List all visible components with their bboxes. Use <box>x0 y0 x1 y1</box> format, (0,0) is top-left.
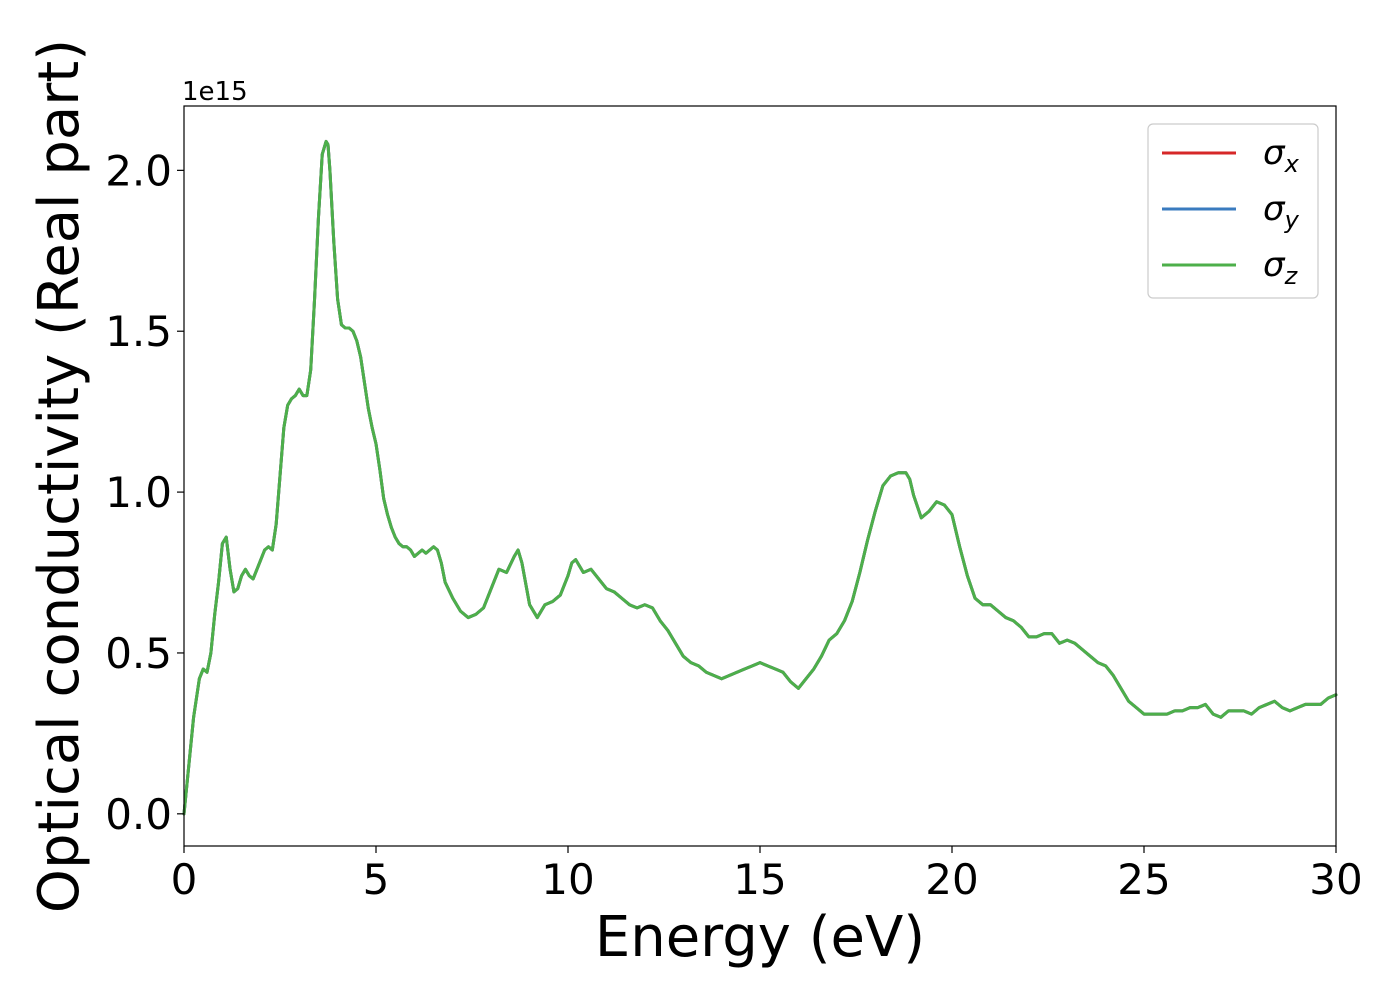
series-layer <box>182 139 1338 816</box>
x-tick-label: 15 <box>733 855 786 904</box>
legend: σx σy σz <box>1147 123 1319 299</box>
legend-label-1: σx <box>1263 133 1300 178</box>
y-tick-label: 2.0 <box>105 146 172 195</box>
legend-label-2: σy <box>1263 189 1300 234</box>
x-tick-label: 25 <box>1117 855 1170 904</box>
series-line-3 <box>182 139 1338 816</box>
x-axis-label: Energy (eV) <box>595 905 925 970</box>
x-tick-label: 0 <box>171 855 198 904</box>
legend-box <box>1147 123 1319 299</box>
y-tick-label: 1.5 <box>105 307 172 356</box>
x-tick-label: 20 <box>925 855 978 904</box>
x-axis-ticks: 0 5 10 15 20 25 30 <box>171 846 1363 904</box>
x-tick-label: 10 <box>541 855 594 904</box>
x-tick-label: 30 <box>1309 855 1362 904</box>
legend-label-3: σz <box>1263 245 1299 290</box>
y-offset-label: 1e15 <box>182 77 248 107</box>
y-tick-label: 1.0 <box>105 468 172 517</box>
y-tick-label: 0.5 <box>105 629 172 678</box>
y-tick-label: 0.0 <box>105 790 172 839</box>
x-tick-label: 5 <box>363 855 390 904</box>
y-axis-label: Optical conductivity (Real part) <box>27 39 92 913</box>
y-axis-ticks: 0.0 0.5 1.0 1.5 2.0 <box>105 146 184 839</box>
